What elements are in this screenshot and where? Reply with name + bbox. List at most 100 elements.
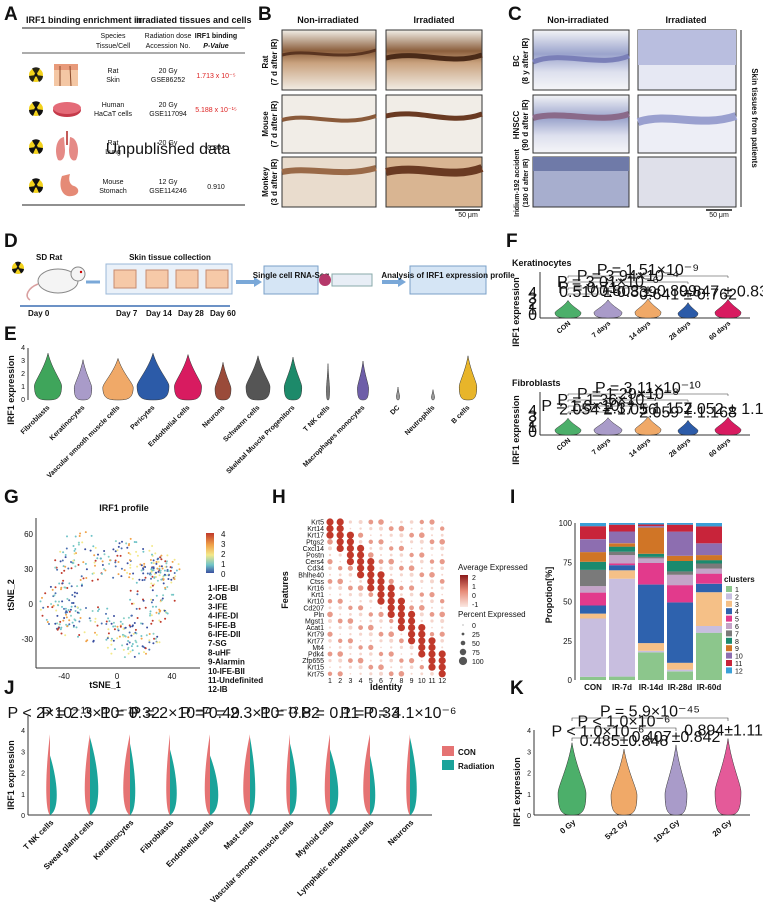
scatter-point <box>136 617 139 619</box>
identity-label: 5 <box>369 678 373 685</box>
category-label: 10×2 Gy <box>652 817 682 844</box>
scatter-point <box>151 605 154 608</box>
scatter-point <box>70 585 73 588</box>
scatter-point <box>73 591 76 594</box>
bar-segment <box>609 563 635 566</box>
scatter-point <box>151 584 154 587</box>
scatter-point <box>167 570 170 573</box>
dot-mark <box>440 526 445 531</box>
legend-label: 6 <box>735 624 739 631</box>
category-label: Macrophages monocytes <box>302 404 366 468</box>
dot-mark <box>388 671 394 677</box>
dot-mark <box>327 611 333 618</box>
dot-mark <box>390 521 393 523</box>
category-label: Schwann cells <box>222 404 261 443</box>
dot-mark <box>369 619 373 623</box>
mean-label: 2.37 ± 1.157 <box>604 401 693 418</box>
axis-tick: 3 <box>527 749 531 756</box>
dot-mark <box>428 637 436 645</box>
scatter-point <box>112 548 115 551</box>
pct-legend-label: 50 <box>472 641 480 648</box>
scatter-point <box>144 566 147 568</box>
dot-mark <box>418 637 426 645</box>
dot-mark <box>399 658 404 663</box>
scatter-point <box>164 560 167 563</box>
scatter-point <box>166 586 169 588</box>
feature-label: Acat1 <box>306 625 324 632</box>
scatter-point <box>151 569 154 572</box>
bar-segment <box>638 650 664 653</box>
scatter-point <box>59 628 62 631</box>
dot-mark <box>329 666 331 668</box>
category-label: 7 days <box>591 320 612 339</box>
scatter-point <box>159 609 162 612</box>
legend-avg-tick: 0 <box>472 593 476 600</box>
panel-e-violin-chart: IRF1 expression 0 1 2 3 4 FibroblastsKer… <box>6 345 478 480</box>
scatter-point <box>74 535 77 538</box>
feature-label: Krt75 <box>307 671 324 678</box>
scatter-point <box>133 541 136 543</box>
pct-legend-label: 0 <box>472 623 476 630</box>
dot-mark <box>328 566 332 570</box>
scatter-point <box>100 557 103 560</box>
scatter-point <box>167 578 170 580</box>
dot-mark <box>409 520 414 524</box>
scatter-point <box>70 614 72 617</box>
legend-label: 4 <box>735 609 739 616</box>
dot-mark <box>359 652 362 656</box>
axis-tick: 0 <box>527 813 531 820</box>
bar-segment <box>580 605 606 614</box>
scatter-point <box>155 562 158 565</box>
panel-b-row-label: Monkey <box>261 167 270 197</box>
dot-mark <box>430 566 434 570</box>
scatter-point <box>55 609 58 612</box>
dot-mark <box>428 650 436 658</box>
dot-mark <box>441 521 444 523</box>
dot-mark <box>368 539 373 544</box>
scatter-point <box>49 585 52 588</box>
dot-mark <box>336 518 344 526</box>
scatter-point <box>162 582 165 585</box>
dot-mark <box>339 633 342 635</box>
scatter-point <box>63 569 66 572</box>
table-row: Rat Skin 20 Gy GSE86252 1.713 x 10⁻⁵ <box>106 68 236 84</box>
bar-segment <box>667 523 693 525</box>
ihc-image <box>637 29 737 91</box>
bar-segment <box>638 527 664 554</box>
dot-mark <box>398 525 405 532</box>
table-row: Human HaCaT cells 20 Gy GSE117094 5.188 … <box>94 102 237 118</box>
dot-mark <box>387 584 395 592</box>
axis-tick: 50 <box>563 598 572 607</box>
feature-label: Cd207 <box>303 605 324 612</box>
scatter-point <box>106 607 109 610</box>
pct-legend-label: 100 <box>472 659 484 666</box>
scatter-point <box>56 568 59 571</box>
dot-mark <box>387 597 395 605</box>
scatter-point <box>142 572 145 575</box>
dot-mark <box>421 587 423 589</box>
dot-mark <box>410 580 413 583</box>
legend-swatch <box>726 593 732 600</box>
scatter-point <box>113 648 116 651</box>
scatter-point <box>112 621 115 624</box>
bar-segment <box>638 556 664 559</box>
category-label: Pericytes <box>129 404 156 431</box>
axis-tick: -30 <box>21 635 33 644</box>
panel-label-d: D <box>4 231 18 252</box>
scatter-point <box>129 564 132 566</box>
dot-mark <box>408 610 416 619</box>
dot-mark <box>327 559 333 565</box>
dot-mark <box>338 606 343 610</box>
panel-g-title: IRF1 profile <box>99 503 149 513</box>
dot-mark <box>389 618 394 624</box>
scatter-point <box>135 541 138 544</box>
scatter-point <box>94 620 97 623</box>
dot-mark <box>387 591 395 599</box>
header-irf1: IRF1 binding <box>195 33 237 40</box>
dot-mark <box>380 646 382 649</box>
dot-mark <box>410 672 413 675</box>
scatter-point <box>105 623 108 625</box>
violin-mark <box>593 417 623 436</box>
dot-mark <box>327 631 333 637</box>
